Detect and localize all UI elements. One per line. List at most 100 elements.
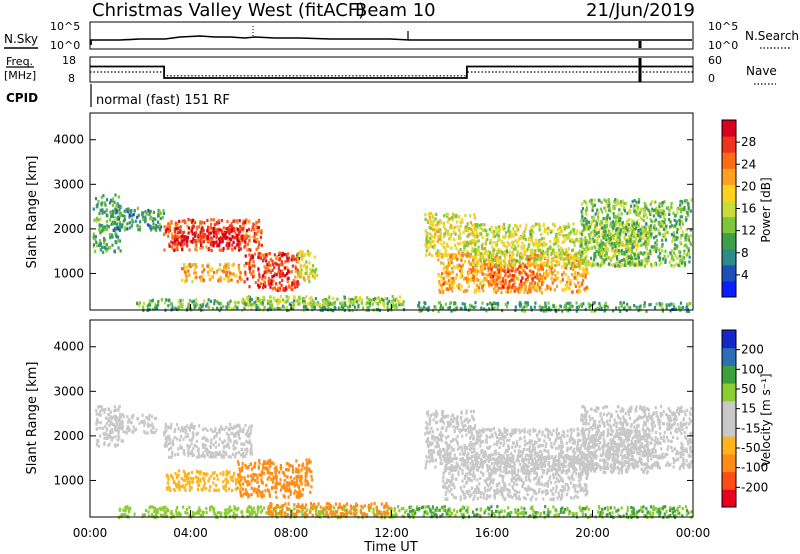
data-cell — [92, 243, 96, 247]
data-cell — [546, 286, 549, 290]
data-cell — [295, 480, 298, 484]
data-cell — [451, 253, 454, 257]
data-cell — [199, 478, 202, 482]
data-cell — [559, 304, 562, 308]
data-cell — [473, 288, 477, 292]
data-cell — [486, 257, 489, 261]
data-cell — [547, 255, 550, 259]
data-cell — [119, 213, 122, 217]
data-cell — [489, 283, 492, 287]
noise-sky-label: N.Sky — [4, 32, 38, 46]
data-cell — [103, 238, 106, 242]
data-cell — [247, 227, 250, 231]
data-cell — [608, 208, 611, 212]
data-cell — [544, 256, 547, 260]
data-cell — [231, 247, 234, 251]
data-cell — [653, 262, 656, 266]
data-cell — [167, 455, 171, 459]
data-cell — [244, 304, 247, 308]
data-cell — [123, 214, 126, 218]
data-cell — [534, 222, 538, 226]
data-cell — [606, 233, 609, 237]
data-cell — [669, 309, 672, 313]
data-cell — [205, 487, 208, 491]
data-cell — [484, 249, 487, 254]
data-cell — [223, 266, 226, 270]
data-cell — [139, 220, 142, 224]
data-cell — [228, 271, 231, 275]
y-tick-label: 1000 — [53, 266, 84, 280]
data-cell — [265, 259, 268, 263]
data-cell — [266, 301, 270, 305]
data-cell — [236, 221, 239, 225]
data-cell — [165, 429, 168, 433]
data-cell — [98, 223, 101, 227]
data-cell — [208, 238, 211, 242]
data-cell — [588, 240, 591, 244]
data-cell — [261, 301, 264, 305]
data-cell — [473, 280, 476, 284]
data-cell — [381, 297, 384, 301]
data-cell — [111, 214, 114, 218]
data-cell — [640, 259, 643, 263]
data-cell — [485, 278, 488, 282]
data-cell — [501, 268, 504, 272]
data-cell — [511, 267, 514, 271]
data-cell — [138, 225, 141, 229]
data-cell — [477, 245, 480, 249]
data-cell — [163, 232, 166, 237]
data-cell — [492, 273, 495, 277]
data-cell — [615, 263, 618, 267]
data-cell — [555, 284, 559, 288]
data-cell — [494, 290, 497, 294]
data-cell — [298, 295, 301, 299]
data-cell — [285, 287, 288, 291]
data-cell — [554, 264, 557, 268]
data-cell — [678, 305, 681, 309]
data-cell — [567, 301, 570, 306]
data-cell — [243, 280, 246, 284]
data-cell — [675, 262, 678, 266]
data-cell — [686, 199, 689, 203]
data-cell — [489, 241, 492, 245]
data-cell — [454, 243, 457, 247]
data-cell — [201, 240, 204, 245]
data-cell — [239, 482, 242, 486]
data-cell — [268, 300, 271, 304]
data-cell — [622, 206, 625, 210]
data-cell — [440, 273, 443, 277]
data-cell — [528, 269, 531, 273]
data-cell — [569, 253, 572, 257]
data-cell — [636, 254, 639, 258]
data-cell — [267, 276, 271, 280]
data-cell — [642, 242, 645, 246]
data-cell — [428, 215, 431, 219]
data-cell — [583, 262, 586, 266]
data-cell — [103, 436, 106, 440]
data-cell — [184, 473, 187, 477]
data-cell — [151, 298, 154, 302]
data-cell — [157, 225, 160, 229]
data-cell — [494, 284, 497, 289]
data-cell — [480, 232, 483, 236]
noise-panel-frame — [89, 21, 694, 50]
data-cell — [521, 271, 524, 275]
data-cell — [438, 250, 441, 254]
data-cell — [557, 276, 560, 280]
data-cell — [662, 225, 665, 229]
data-cell — [518, 260, 521, 264]
data-cell — [243, 235, 246, 239]
data-cell — [526, 303, 529, 307]
data-cell — [543, 271, 547, 275]
data-cell — [108, 433, 111, 437]
data-cell — [635, 204, 638, 208]
data-cell — [484, 259, 487, 263]
data-cell — [647, 208, 650, 212]
data-cell — [584, 307, 587, 311]
data-cell — [211, 471, 214, 475]
data-cell — [229, 437, 232, 441]
data-cell — [471, 261, 475, 265]
data-cell — [395, 305, 398, 309]
data-cell — [227, 301, 230, 305]
data-cell — [627, 223, 631, 227]
